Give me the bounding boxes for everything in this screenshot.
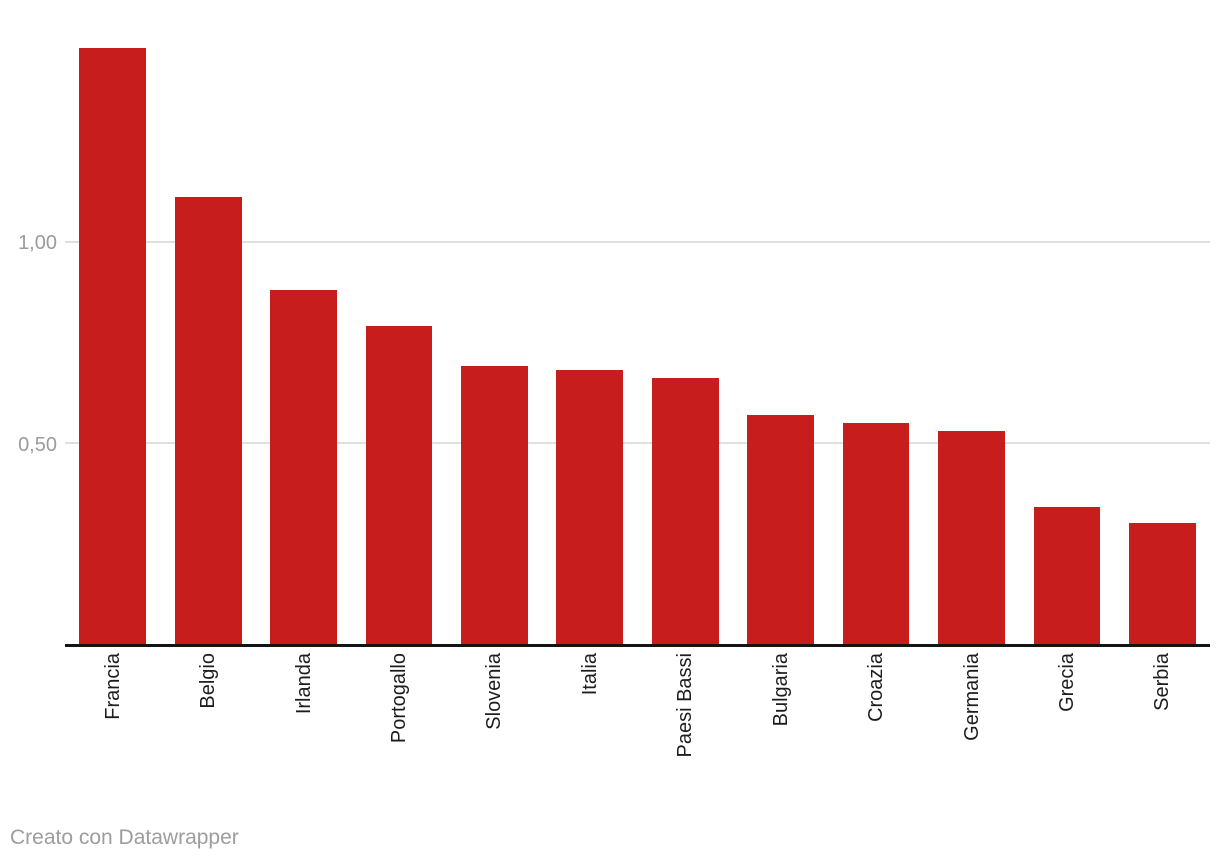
x-axis-label: Grecia <box>1055 653 1078 712</box>
bar[interactable] <box>461 366 528 644</box>
bar[interactable] <box>79 48 147 644</box>
x-axis-label-cell: Croazia <box>828 653 923 818</box>
bar-slot <box>924 0 1019 644</box>
x-axis-label-cell: Irlanda <box>256 653 351 818</box>
x-axis-label: Portogallo <box>387 653 410 744</box>
x-axis-label: Francia <box>101 653 124 720</box>
bars-layer <box>65 0 1210 644</box>
bar-slot <box>1115 0 1210 644</box>
x-axis-label-cell: Grecia <box>1019 653 1114 818</box>
x-axis-label: Italia <box>578 653 601 696</box>
x-axis-labels: Francia Belgio Irlanda Portogallo Slovenia It… <box>65 653 1210 818</box>
x-axis-label: Paesi Bassi <box>674 653 697 758</box>
bar[interactable] <box>174 197 242 644</box>
bar-slot <box>351 0 446 644</box>
x-axis-label: Bulgaria <box>769 653 792 727</box>
x-axis-label-cell: Francia <box>65 653 160 818</box>
bar-slot <box>828 0 923 644</box>
plot-area <box>65 0 1210 647</box>
bar-slot <box>447 0 542 644</box>
x-axis-label: Croazia <box>865 653 888 722</box>
gridlines-layer <box>65 0 1210 644</box>
x-axis-label: Belgio <box>197 653 220 709</box>
bar-slot <box>733 0 828 644</box>
x-axis-label-cell: Serbia <box>1115 653 1210 818</box>
bar[interactable] <box>938 430 1005 644</box>
x-axis-label-cell: Slovenia <box>447 653 542 818</box>
x-axis-label-cell: Germania <box>924 653 1019 818</box>
x-axis-label-cell: Paesi Bassi <box>638 653 733 818</box>
x-axis-label-cell: Portogallo <box>351 653 446 818</box>
x-axis-label-cell: Belgio <box>160 653 255 818</box>
bar[interactable] <box>270 289 337 644</box>
x-axis-label-cell: Bulgaria <box>733 653 828 818</box>
bar[interactable] <box>1033 507 1101 644</box>
bar-slot <box>256 0 351 644</box>
x-axis-label: Serbia <box>1151 653 1174 711</box>
gridline <box>65 441 1210 444</box>
bar-slot <box>160 0 255 644</box>
x-axis-label-cell: Italia <box>542 653 637 818</box>
bar[interactable] <box>556 370 624 644</box>
bar[interactable] <box>842 422 910 644</box>
bar-slot <box>1019 0 1114 644</box>
datawrapper-credit-link[interactable]: Creato con Datawrapper <box>10 826 239 849</box>
bar[interactable] <box>365 326 433 644</box>
y-axis-tick-label: 0,50 <box>18 433 57 456</box>
x-axis-label: Slovenia <box>483 653 506 730</box>
bar[interactable] <box>1128 523 1196 644</box>
bar[interactable] <box>651 378 719 644</box>
y-axis-tick-label: 1,00 <box>18 231 57 254</box>
x-axis-label: Irlanda <box>292 653 315 715</box>
bar-slot <box>638 0 733 644</box>
x-axis-label: Germania <box>960 653 983 741</box>
gridline <box>65 240 1210 243</box>
bar[interactable] <box>747 414 815 644</box>
bar-slot <box>542 0 637 644</box>
bar-slot <box>65 0 160 644</box>
